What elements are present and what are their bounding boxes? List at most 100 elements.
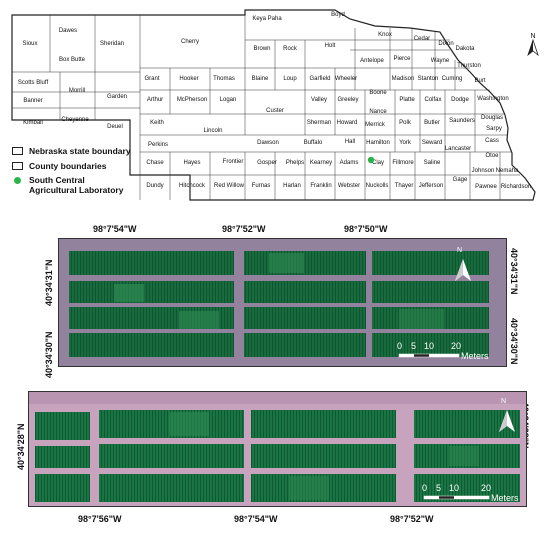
- panel2-bottom-coord-1: 98°7'56"W: [78, 514, 122, 524]
- county-label-box-butte: Box Butte: [59, 57, 86, 63]
- county-label-holt: Holt: [325, 43, 336, 49]
- county-label-kearney: Kearney: [310, 160, 332, 166]
- legend-lab-label-1: South Central: [29, 175, 85, 185]
- county-label-keya-paha: Keya Paha: [252, 16, 282, 22]
- county-label-hooker: Hooker: [179, 76, 198, 82]
- county-label-polk: Polk: [399, 120, 412, 126]
- county-label-pawnee: Pawnee: [475, 184, 497, 190]
- county-label-douglas: Douglas: [481, 115, 503, 121]
- county-label-york: York: [399, 140, 412, 146]
- panel1-top-coord-1: 98°7'54"W: [93, 224, 137, 234]
- county-label-dakota: Dakota: [455, 46, 475, 52]
- county-label-colfax: Colfax: [424, 97, 441, 103]
- panel1-scale-tick-2: 10: [424, 341, 435, 351]
- panel1-top-coord-2: 98°7'52"W: [222, 224, 266, 234]
- county-label-wheeler: Wheeler: [335, 76, 357, 82]
- county-label-thomas: Thomas: [213, 76, 235, 82]
- legend-county: County boundaries: [12, 161, 106, 171]
- county-label-richardson: Richardson: [501, 184, 531, 190]
- county-label-lancaster: Lancaster: [445, 146, 471, 152]
- county-label-stanton: Stanton: [418, 76, 439, 82]
- county-label-cass: Cass: [485, 138, 499, 144]
- county-label-sioux: Sioux: [22, 41, 37, 47]
- county-label-kimball: Kimball: [23, 120, 43, 126]
- county-label-chase: Chase: [146, 160, 164, 166]
- nebraska-county-map: Sioux Dawes Sheridan Cherry Keya Paha Boyd Bro…: [11, 9, 539, 201]
- county-label-cherry: Cherry: [181, 39, 199, 45]
- county-label-madison: Madison: [392, 76, 415, 82]
- map-north-label: N: [530, 33, 535, 40]
- county-label-buffalo: Buffalo: [304, 140, 323, 146]
- panel1-left-coord-2: 40°34'30"N: [44, 331, 54, 378]
- county-label-boone: Boone: [369, 90, 387, 96]
- county-label-dodge: Dodge: [451, 97, 469, 103]
- panel1-right-coord-2: 40°34'30"N: [509, 318, 519, 365]
- county-label-franklin: Franklin: [310, 183, 331, 189]
- county-label-jefferson: Jefferson: [419, 183, 444, 189]
- county-label-logan: Logan: [220, 97, 237, 103]
- panel1-scalebar: [398, 353, 460, 358]
- county-label-nuckolls: Nuckolls: [366, 183, 389, 189]
- county-label-cheyenne: Cheyenne: [61, 117, 89, 123]
- county-label-cuming: Cuming: [442, 76, 463, 82]
- county-label-perkins: Perkins: [148, 142, 168, 148]
- county-label-cedar: Cedar: [414, 36, 430, 42]
- county-label-furnas: Furnas: [252, 183, 271, 189]
- county-label-red-willow: Red Willow: [214, 183, 245, 189]
- county-label-washington: Washington: [477, 96, 508, 102]
- county-label-loup: Loup: [283, 76, 297, 82]
- county-label-fillmore: Fillmore: [392, 160, 414, 166]
- county-label-butler: Butler: [424, 120, 440, 126]
- county-label-howard: Howard: [337, 120, 358, 126]
- county-label-gosper: Gosper: [257, 160, 277, 166]
- panel2-bottom-coord-3: 98°7'52"W: [390, 514, 434, 524]
- panel1-scale-tick-1: 5: [411, 341, 417, 351]
- panel1-left-coord: 40°34'31"N: [44, 259, 54, 306]
- panel2-scale-tick-3: 20: [481, 483, 492, 493]
- county-label-sherman: Sherman: [307, 120, 331, 126]
- county-label-adams: Adams: [340, 160, 359, 166]
- county-label-frontier: Frontier: [223, 159, 244, 165]
- county-boundaries: [12, 15, 520, 200]
- county-label-otoe: Otoe: [485, 153, 499, 159]
- county-label-valley: Valley: [311, 97, 327, 103]
- legend-state: Nebraska state boundary: [12, 146, 131, 156]
- county-label-clay: Clay: [372, 160, 384, 166]
- panel2-scale-unit: Meters: [491, 493, 519, 503]
- county-label-phelps: Phelps: [286, 160, 304, 166]
- county-label-sheridan: Sheridan: [100, 41, 124, 47]
- county-label-hamilton: Hamilton: [366, 140, 390, 146]
- county-label-seward: Seward: [422, 140, 442, 146]
- county-label-garden: Garden: [107, 94, 127, 100]
- county-label-antelope: Antelope: [360, 58, 384, 64]
- county-label-wayne: Wayne: [431, 58, 450, 64]
- state-boundary: [11, 9, 536, 201]
- county-label-deuel: Deuel: [107, 124, 123, 130]
- county-label-greeley: Greeley: [337, 97, 358, 103]
- county-label-saline: Saline: [424, 160, 441, 166]
- panel2-scale-tick-0: 0: [422, 483, 428, 493]
- county-label-saunders: Saunders: [449, 118, 475, 124]
- county-label-thurston: Thurston: [457, 63, 481, 69]
- panel1-scale-unit: Meters: [461, 351, 489, 361]
- panel2-north-label: N: [501, 398, 507, 405]
- county-label-merrick: Merrick: [365, 122, 386, 128]
- panel2-scale-tick-2: 10: [449, 483, 460, 493]
- county-label-dixon: Dixon: [438, 41, 453, 47]
- county-label-thayer: Thayer: [395, 183, 414, 189]
- county-label-custer: Custer: [266, 108, 284, 114]
- county-label-burt: Burt: [474, 78, 485, 84]
- county-label-dundy: Dundy: [146, 183, 163, 189]
- county-label-gage: Gage: [453, 177, 468, 183]
- county-label-nance: Nance: [369, 109, 387, 115]
- aerial-image-2: [29, 392, 526, 506]
- panel1-north-arrow-icon: [455, 259, 471, 281]
- county-label-webster: Webster: [338, 183, 360, 189]
- county-label-hayes: Hayes: [183, 160, 200, 166]
- aerial-image-panel-2: N 0 5 10 20 Meters: [28, 391, 527, 507]
- county-label-morrill: Morrill: [69, 88, 85, 94]
- county-label-hall: Hall: [345, 139, 355, 145]
- county-label-keith: Keith: [150, 120, 164, 126]
- county-label-dawson: Dawson: [257, 140, 279, 146]
- county-label-harlan: Harlan: [283, 183, 301, 189]
